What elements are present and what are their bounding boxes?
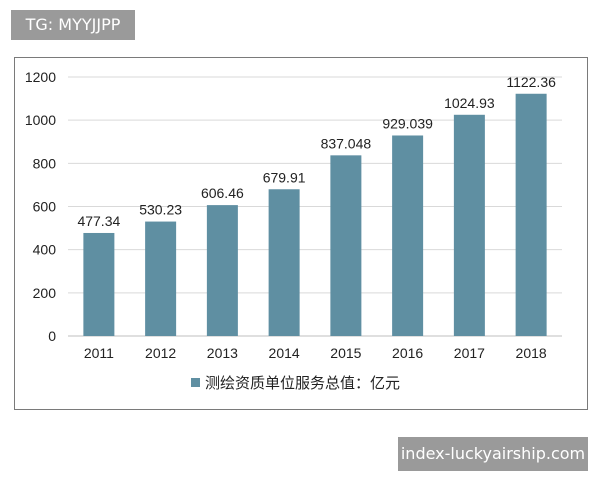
y-tick-label: 600 xyxy=(33,199,57,215)
data-label-2017: 1024.93 xyxy=(444,95,495,111)
data-label-2014: 679.91 xyxy=(263,169,306,185)
x-tick-label: 2012 xyxy=(145,345,176,361)
data-label-2011: 477.34 xyxy=(77,213,120,229)
x-tick-label: 2018 xyxy=(516,345,547,361)
y-tick-label: 1200 xyxy=(25,69,56,85)
data-labels: 477.34 530.23 606.46 679.91 837.048 929.039 10… xyxy=(77,74,556,229)
data-label-2013: 606.46 xyxy=(201,185,244,201)
x-tick-label: 2015 xyxy=(330,345,361,361)
legend: 测绘资质单位服务总值：亿元 xyxy=(191,374,400,392)
bar-2016 xyxy=(392,135,424,336)
bar-2013 xyxy=(206,205,238,336)
bars xyxy=(83,93,547,337)
y-tick-label: 1000 xyxy=(25,112,56,128)
data-label-2016: 929.039 xyxy=(382,115,433,131)
y-tick-label: 800 xyxy=(33,155,57,171)
watermark-bottom: index-luckyairship.com xyxy=(398,437,588,471)
bar-2017 xyxy=(453,114,485,336)
x-tick-label: 2013 xyxy=(207,345,238,361)
watermark-top: TG: MYYJJPP xyxy=(11,10,135,40)
data-label-2012: 530.23 xyxy=(139,202,182,218)
y-tick-label: 200 xyxy=(33,285,57,301)
bar-2012 xyxy=(145,221,177,336)
data-label-2018: 1122.36 xyxy=(506,74,556,90)
bar-2018 xyxy=(515,93,547,337)
legend-label: 测绘资质单位服务总值：亿元 xyxy=(205,374,400,392)
x-tick-label: 2014 xyxy=(269,345,300,361)
y-tick-label: 400 xyxy=(33,242,57,258)
x-tick-label: 2017 xyxy=(454,345,485,361)
bar-2011 xyxy=(83,232,115,336)
x-tick-label: 2016 xyxy=(392,345,423,361)
legend-swatch xyxy=(191,378,200,387)
x-tick-label: 2011 xyxy=(84,345,114,361)
y-tick-label: 0 xyxy=(48,328,56,344)
bar-2014 xyxy=(268,189,300,336)
x-axis-ticks: 2011 2012 2013 2014 2015 2016 2017 2018 xyxy=(84,345,547,361)
bar-2015 xyxy=(330,155,362,336)
y-axis-ticks: 0 200 400 600 800 1000 1200 xyxy=(25,69,56,344)
data-label-2015: 837.048 xyxy=(321,135,372,151)
